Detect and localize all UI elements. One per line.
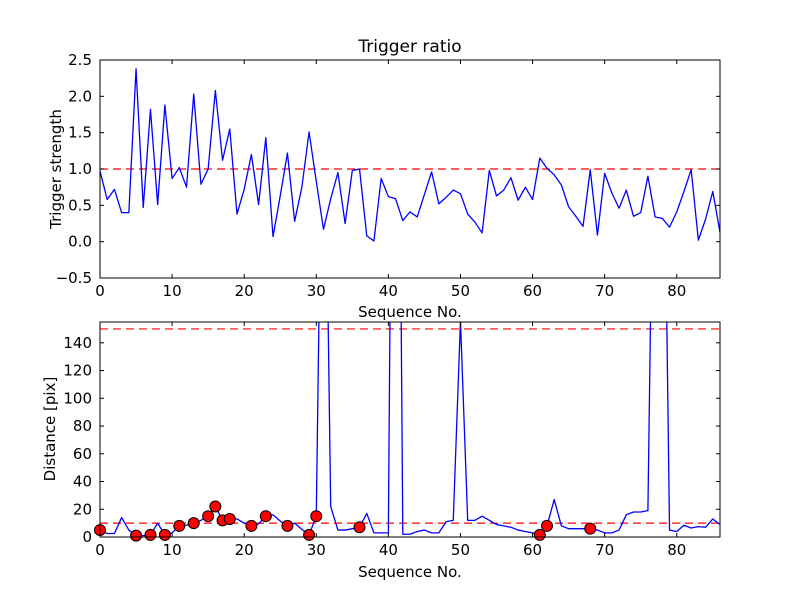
distance-xtick-label: 10: [163, 541, 182, 559]
distance-xtick-label: 30: [307, 541, 326, 559]
trigger-ticks: 0 10 20 30 40 50 60 70 80 −0.5 0.0 0.5 1.0 1.5 2.0 2.5: [56, 51, 720, 300]
top-yaxis-label: Trigger strength: [47, 109, 65, 229]
distance-ytick-label: 40: [73, 473, 92, 491]
distance-ytick-label: 120: [63, 362, 92, 380]
trigger-xtick-label: 10: [163, 282, 182, 300]
trigger-series-line: [100, 68, 720, 242]
distance-marker-dot: [173, 519, 186, 532]
distance-xtick-label: 50: [451, 541, 470, 559]
trigger-xtick-label: 70: [595, 282, 614, 300]
distance-marker-dot: [144, 528, 157, 541]
distance-xtick-label: 80: [667, 541, 686, 559]
chart-title: Trigger ratio: [358, 37, 462, 57]
bottom-xaxis-label: Sequence No.: [358, 563, 462, 581]
trigger-xtick-label: 40: [379, 282, 398, 300]
distance-markers: [94, 500, 597, 542]
trigger-ytick-label: 0.0: [68, 233, 92, 251]
trigger-ytick-label: 0.5: [68, 196, 92, 214]
distance-marker-dot: [259, 510, 272, 523]
distance-marker-dot: [202, 510, 215, 523]
distance-marker-dot: [209, 500, 222, 513]
distance-ytick-label: 100: [63, 389, 92, 407]
distance-plot-area: 0 10 20 30 40 50 60 70 80 0 20 40 60 80 100 120 140: [63, 321, 721, 559]
trigger-ytick-label: −0.5: [56, 269, 92, 287]
distance-marker-dot: [353, 521, 366, 534]
distance-marker-dot: [310, 510, 323, 523]
distance-marker-dot: [223, 512, 236, 525]
trigger-xtick-label: 50: [451, 282, 470, 300]
distance-xtick-label: 0: [95, 541, 105, 559]
top-xaxis-label: Sequence No.: [358, 303, 462, 321]
distance-series-line: [100, 322, 720, 537]
trigger-ytick-label: 2.0: [68, 87, 92, 105]
trigger-xtick-label: 20: [235, 282, 254, 300]
trigger-ytick-label: 2.5: [68, 51, 92, 69]
bottom-yaxis-label: Distance [pix]: [41, 376, 59, 482]
distance-marker-dot: [130, 529, 143, 542]
distance-xtick-label: 40: [379, 541, 398, 559]
trigger-xtick-label: 80: [667, 282, 686, 300]
distance-ytick-label: 60: [73, 445, 92, 463]
distance-marker-dot: [158, 528, 171, 541]
distance-xtick-label: 70: [595, 541, 614, 559]
distance-marker-dot: [540, 519, 553, 532]
distance-ticks: 0 10 20 30 40 50 60 70 80 0 20 40 60 80 100 120 140: [63, 322, 720, 559]
distance-ytick-label: 80: [73, 417, 92, 435]
trigger-ytick-label: 1.0: [68, 160, 92, 178]
distance-marker-dot: [187, 517, 200, 530]
distance-marker-dot: [303, 528, 316, 541]
trigger-xtick-label: 0: [95, 282, 105, 300]
distance-marker-dot: [245, 519, 258, 532]
trigger-xtick-label: 60: [523, 282, 542, 300]
trigger-xtick-label: 30: [307, 282, 326, 300]
distance-marker-dot: [584, 522, 597, 535]
distance-marker-dot: [533, 528, 546, 541]
distance-xtick-label: 20: [235, 541, 254, 559]
distance-axes-spines: [99, 321, 721, 538]
trigger-plot-area: 0 10 20 30 40 50 60 70 80 −0.5 0.0 0.5 1.0 1.5 2.0 2.5: [56, 51, 721, 300]
distance-ytick-label: 140: [63, 334, 92, 352]
distance-ytick-label: 20: [73, 500, 92, 518]
distance-ytick-label: 0: [82, 528, 92, 546]
distance-xtick-label: 60: [523, 541, 542, 559]
distance-marker-dot: [281, 519, 294, 532]
trigger-ytick-label: 1.5: [68, 124, 92, 142]
